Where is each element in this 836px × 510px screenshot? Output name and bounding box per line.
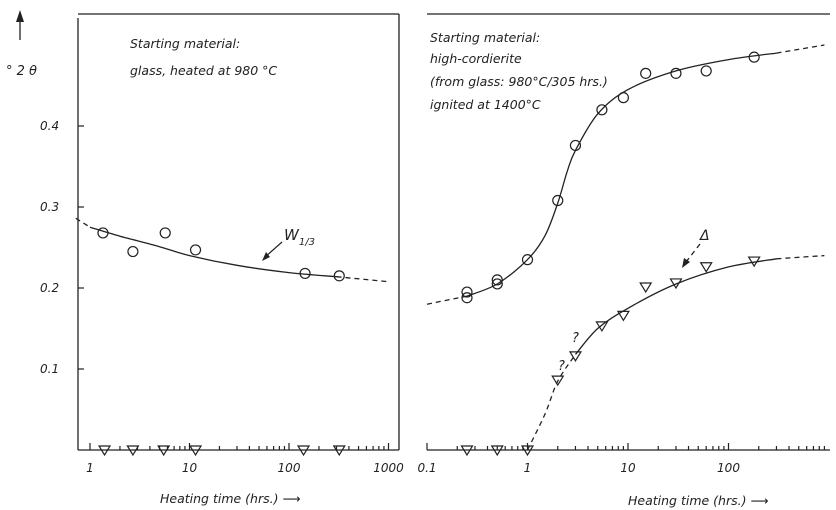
right-triangle-point [669,278,683,290]
curve-label-arrowhead [262,252,270,261]
left-triangle-point [157,445,171,457]
left-triangle-point [126,445,140,457]
delta-label: Δ [699,228,710,244]
right-circle-point [640,67,652,79]
left-circle-point [189,244,202,256]
right-triangle-point [595,321,609,333]
right-triangle-point [490,445,504,457]
right-fit-curve-triangles [575,258,777,355]
left-circle-point [159,227,171,239]
curve-label-subscript: 1/3 [299,237,315,248]
question-mark-1: ? [558,359,565,374]
right-annotation-line-3: (from glass: 980°C/305 hrs.) [430,74,608,89]
left-fit-dashed [75,217,91,228]
left-y-tick-label: 0.4 [40,119,59,133]
right-annotation-line-2: high-cordierite [430,51,522,66]
right-circle-point [461,292,473,304]
right-triangle-point [460,445,474,457]
right-x-tick-label: 100 [717,461,740,475]
left-panel: 1 10 100 1000 0.1 0.2 0.3 0.4 Starting material… [40,13,404,506]
right-fit-dashed-triangles [776,254,825,260]
right-circle-point [596,104,608,116]
left-y-tick-label: 0.2 [40,281,59,295]
right-x-tick-label: 1 [524,461,532,475]
right-circle-point [552,194,564,207]
right-fit-dashed-circles [776,44,825,54]
right-triangle-point [747,256,761,268]
right-circle-point [617,92,630,104]
left-triangle-point [188,445,203,457]
right-annotation-line-1: Starting material: [430,30,540,45]
right-annotation-line-4: ignited at 1400°C [430,97,541,112]
right-triangle-point [699,262,713,273]
right-triangle-point [639,282,653,294]
right-circle-point [670,67,682,79]
left-annotation-line-2: glass, heated at 980 °C [130,63,277,78]
right-circle-point [491,278,503,290]
right-fit-dashed-circles [426,295,468,305]
left-y-tick-label: 0.1 [40,362,59,376]
right-circle-point [748,51,760,63]
y-axis-label: ° 2 θ [6,64,37,79]
right-fit-curve-circles [466,52,777,297]
right-panel: 0.1 1 10 100 Starting material: high-cordie… [417,13,830,508]
right-triangle-point [616,310,630,322]
left-x-tick-label: 100 [278,461,301,475]
left-annotation-line-1: Starting material: [130,36,240,51]
right-triangle-point [568,351,583,363]
right-circle-point [569,139,582,152]
right-circle-point [521,254,534,266]
left-triangle-point [332,445,346,457]
left-circle-point [127,245,139,258]
right-x-axis-label: Heating time (hrs.) ⟶ [628,493,768,508]
left-circle-point [333,270,345,282]
left-triangle-point [296,445,311,457]
left-y-tick-label: 0.3 [40,200,59,214]
left-triangle-point [97,445,112,457]
y-axis-arrowhead [16,10,24,22]
right-circle-point [491,274,503,286]
left-circle-point [97,227,109,239]
curve-label-w13: W1/3 [284,226,315,248]
left-x-tick-label: 1000 [373,461,404,475]
right-fit-dashed-triangles [526,354,577,451]
right-x-tick-label: 0.1 [417,461,436,475]
right-x-tick-label: 10 [620,461,636,475]
left-x-axis-label: Heating time (hrs.) ⟶ [160,491,300,506]
curve-label-w: W [284,226,300,244]
delta-arrowhead [682,258,690,268]
left-circle-point [299,267,311,280]
right-triangle-point [520,445,535,457]
right-circle-point [461,286,473,298]
right-circle-point [700,65,712,77]
left-x-tick-label: 1 [86,461,94,475]
question-mark-2: ? [572,331,579,346]
right-triangle-point [551,375,565,387]
delta-leader [685,243,701,263]
left-x-tick-label: 10 [182,461,198,475]
left-fit-curve [89,226,337,278]
